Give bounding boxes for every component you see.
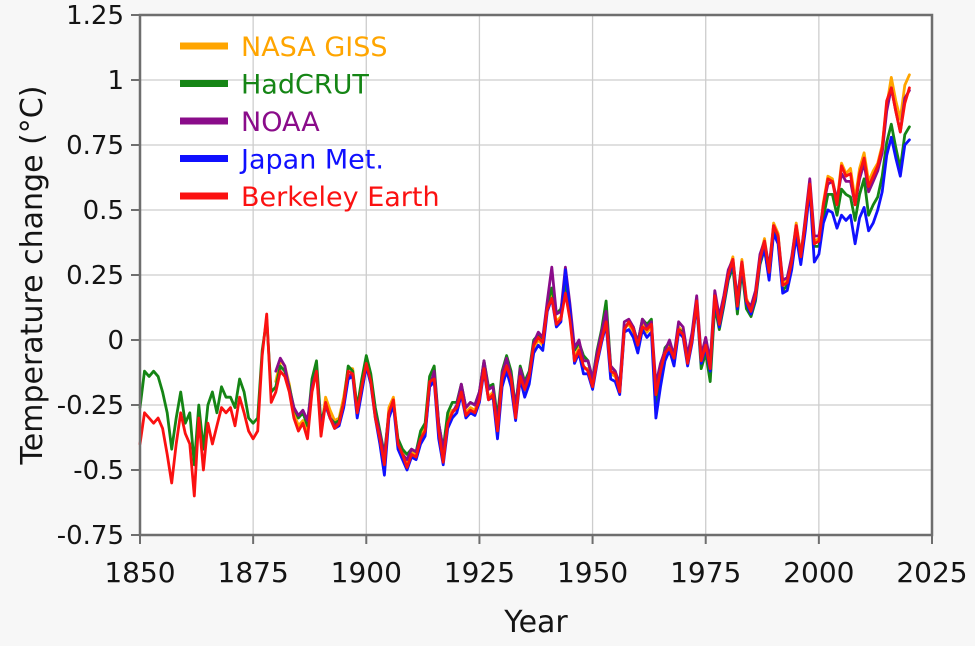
legend-label-japan-met: Japan Met. bbox=[239, 145, 384, 176]
x-tick-label: 1975 bbox=[670, 556, 741, 589]
x-tick-label: 2025 bbox=[896, 556, 967, 589]
y-axis-label: Temperature change (°C) bbox=[15, 86, 50, 466]
series-line-berkeley-earth bbox=[138, 86, 911, 498]
legend-label-hadcrut: HadCRUT bbox=[241, 70, 369, 101]
y-tick-label: 0.5 bbox=[83, 196, 124, 226]
data-series bbox=[138, 73, 911, 498]
legend-label-noaa: NOAA bbox=[241, 107, 320, 138]
x-tick-label: 1875 bbox=[218, 556, 289, 589]
y-tick-label: 1 bbox=[107, 66, 124, 96]
y-tick-label: -0.5 bbox=[73, 456, 124, 486]
legend-label-nasa-giss: NASA GISS bbox=[241, 32, 388, 63]
y-tick-label: 0.25 bbox=[66, 261, 124, 291]
x-tick-label: 1950 bbox=[557, 556, 628, 589]
legend-item-japan-met: Japan Met. bbox=[180, 145, 384, 176]
y-tick-label: -0.25 bbox=[57, 391, 124, 421]
x-tick-label: 1900 bbox=[331, 556, 402, 589]
legend-item-hadcrut: HadCRUT bbox=[180, 70, 369, 101]
legend-item-berkeley-earth: Berkeley Earth bbox=[180, 182, 440, 213]
legend: NASA GISS HadCRUT NOAA Japan Met. Berkeley E… bbox=[180, 32, 440, 213]
x-tick-label: 1850 bbox=[104, 556, 175, 589]
x-tick-label: 2000 bbox=[783, 556, 854, 589]
legend-item-nasa-giss: NASA GISS bbox=[180, 32, 388, 63]
legend-label-berkeley-earth: Berkeley Earth bbox=[241, 182, 440, 213]
y-tick-label: -0.75 bbox=[57, 521, 124, 551]
y-tick-label: 0.75 bbox=[66, 131, 124, 161]
y-tick-label: 0 bbox=[107, 326, 124, 356]
legend-item-noaa: NOAA bbox=[180, 107, 320, 138]
axis-ticks bbox=[131, 14, 933, 544]
x-tick-label: 1925 bbox=[444, 556, 515, 589]
y-tick-label: 1.25 bbox=[66, 1, 124, 31]
x-axis-label: Year bbox=[503, 605, 568, 640]
